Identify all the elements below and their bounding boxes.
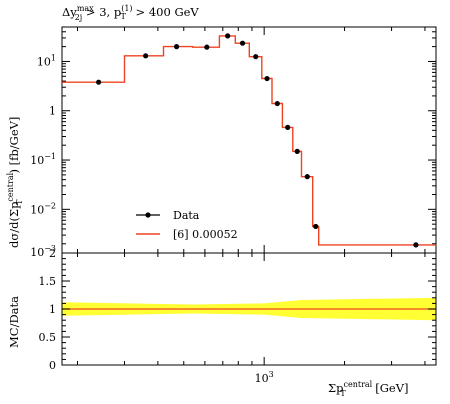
data-point [274, 100, 280, 107]
main-y-axis-label: dσ/d(ΣpcentralT) [fb/GeV] [6, 117, 24, 248]
legend: Data [6] 0.00052 [136, 209, 238, 241]
ratio-y-tick-label: 1.5 [39, 275, 57, 288]
ratio-plot-panel: 103 0 0.5 1 1.5 2 [39, 247, 437, 385]
chart-title: Δymax 2j > 3, p(1) T > 400 GeV [62, 4, 199, 22]
data-point [285, 124, 291, 130]
y-tick-label-bottom: 10−3 [30, 244, 56, 259]
prediction-line [62, 35, 436, 246]
ratio-y-tick-label: 2 [49, 247, 56, 260]
data-point [294, 148, 300, 154]
legend-data-label: Data [173, 209, 200, 222]
data-point [313, 223, 319, 230]
ratio-y-tick-label: 0 [49, 359, 56, 372]
x-axis-label: Σpcentral T [GeV] [328, 380, 409, 398]
data-point [239, 40, 246, 46]
ratio-y-axis-label: MC/Data [7, 296, 21, 348]
y-tick-label: 10−2 [30, 201, 56, 216]
data-point [204, 44, 210, 50]
x-tick-label: 103 [255, 370, 274, 385]
data-point [413, 242, 419, 248]
y-tick-label: 101 [37, 53, 56, 68]
data-point [264, 75, 270, 82]
legend-prediction-label: [6] 0.00052 [173, 228, 238, 241]
ratio-y-tick-label: 1 [49, 303, 56, 316]
ratio-y-tick-label: 0.5 [39, 331, 57, 344]
data-point [96, 79, 102, 85]
title-sup-1: max [77, 4, 94, 13]
data-point [225, 33, 231, 39]
main-plot-frame [61, 26, 437, 254]
data-points [96, 33, 419, 248]
legend-data-marker [145, 212, 151, 218]
data-point [143, 53, 149, 59]
data-point [173, 44, 180, 50]
prediction-histogram [62, 35, 436, 246]
main-plot-panel: 101 1 10−1 10−2 10−3 [30, 26, 437, 259]
y-tick-label: 10−1 [30, 152, 56, 167]
data-point [253, 54, 259, 60]
main-axis-ticks: 101 1 10−1 10−2 10−3 [30, 26, 436, 259]
y-tick-label: 1 [49, 105, 56, 118]
data-point [304, 174, 310, 180]
ratio-axis-ticks: 103 0 0.5 1 1.5 2 [39, 247, 436, 385]
